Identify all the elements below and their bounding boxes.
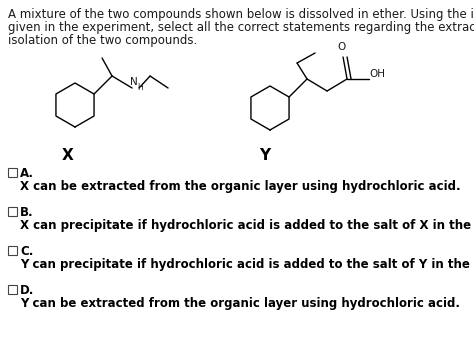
Text: OH: OH	[369, 69, 385, 79]
Text: C.: C.	[20, 245, 33, 258]
Text: Y can be extracted from the organic layer using hydrochloric acid.: Y can be extracted from the organic laye…	[20, 297, 460, 310]
Text: X can be extracted from the organic layer using hydrochloric acid.: X can be extracted from the organic laye…	[20, 180, 461, 193]
Text: X: X	[62, 148, 74, 163]
Text: Y can precipitate if hydrochloric acid is added to the salt of Y in the aqueous : Y can precipitate if hydrochloric acid i…	[20, 258, 474, 271]
Text: H: H	[137, 84, 143, 93]
Text: X can precipitate if hydrochloric acid is added to the salt of X in the aqueous : X can precipitate if hydrochloric acid i…	[20, 219, 474, 232]
Bar	[8, 285, 17, 294]
Text: O: O	[337, 42, 345, 52]
Bar	[8, 168, 17, 177]
Text: N: N	[130, 77, 138, 87]
Text: A.: A.	[20, 167, 34, 180]
Text: Y: Y	[259, 148, 271, 163]
Text: D.: D.	[20, 284, 35, 297]
Bar	[8, 246, 17, 255]
Text: B.: B.	[20, 206, 34, 219]
Text: given in the experiment, select all the correct statements regarding the extract: given in the experiment, select all the …	[8, 21, 474, 34]
Bar	[8, 207, 17, 216]
Text: A mixture of the two compounds shown below is dissolved in ether. Using the info: A mixture of the two compounds shown bel…	[8, 8, 474, 21]
Text: isolation of the two compounds.: isolation of the two compounds.	[8, 34, 197, 47]
